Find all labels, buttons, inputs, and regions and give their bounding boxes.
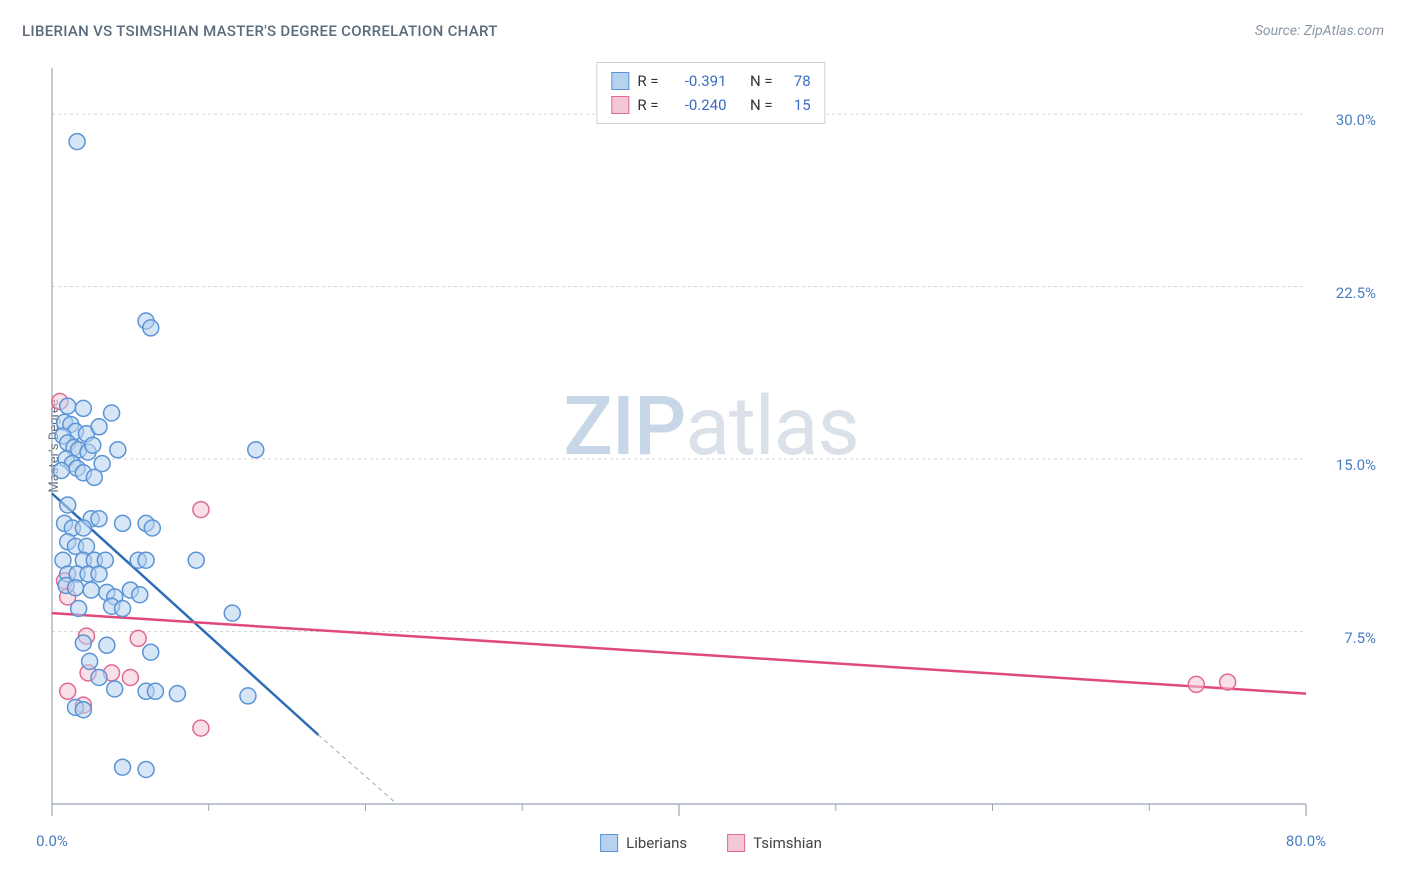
y-tick-label: 30.0% — [1336, 111, 1376, 129]
chart-canvas — [46, 62, 1376, 822]
y-tick-label: 22.5% — [1336, 284, 1376, 302]
stats-row-series1: R = -0.391 N = 78 — [611, 69, 810, 93]
r-label: R = — [637, 69, 658, 93]
r-label: R = — [637, 93, 658, 117]
swatch-series2-icon — [727, 834, 745, 852]
legend-item-series1: Liberians — [600, 834, 687, 852]
correlation-stats-box: R = -0.391 N = 78 R = -0.240 N = 15 — [596, 62, 825, 124]
legend-label-series2: Tsimshian — [753, 834, 822, 852]
source-attribution: Source: ZipAtlas.com — [1255, 23, 1384, 39]
x-tick-label: 80.0% — [1286, 832, 1326, 850]
y-tick-label: 7.5% — [1344, 629, 1376, 647]
r-value-series1: -0.391 — [667, 69, 727, 93]
n-label: N = — [750, 69, 773, 93]
x-tick-label: 0.0% — [36, 832, 68, 850]
chart-title: LIBERIAN VS TSIMSHIAN MASTER'S DEGREE CO… — [22, 22, 498, 40]
n-value-series1: 78 — [781, 69, 811, 93]
legend-label-series1: Liberians — [626, 834, 687, 852]
swatch-series1-icon — [611, 72, 629, 90]
n-label: N = — [750, 93, 773, 117]
scatter-plot: ZIPatlas 7.5%15.0%22.5%30.0% 0.0%80.0% R… — [46, 62, 1376, 822]
swatch-series2-icon — [611, 96, 629, 114]
n-value-series2: 15 — [781, 93, 811, 117]
y-tick-label: 15.0% — [1336, 456, 1376, 474]
stats-row-series2: R = -0.240 N = 15 — [611, 93, 810, 117]
bottom-legend: Liberians Tsimshian — [600, 834, 822, 852]
legend-item-series2: Tsimshian — [727, 834, 822, 852]
r-value-series2: -0.240 — [667, 93, 727, 117]
swatch-series1-icon — [600, 834, 618, 852]
